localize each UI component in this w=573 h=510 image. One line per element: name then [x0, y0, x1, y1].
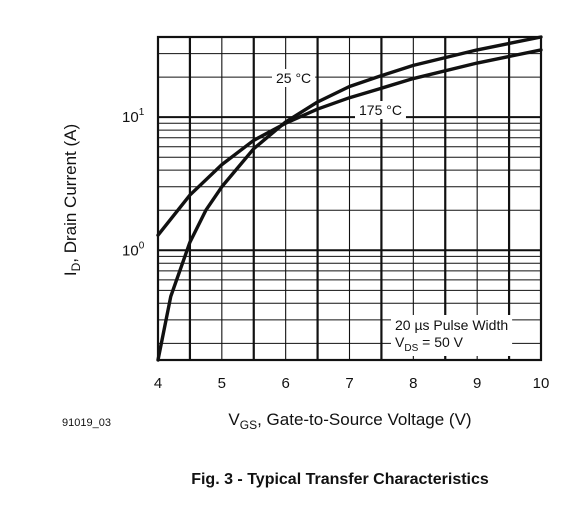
- y-axis-label-main: I: [61, 271, 80, 276]
- x-axis-label-rest: , Gate-to-Source Voltage (V): [257, 410, 472, 429]
- series-label-25c: 25 °C: [276, 70, 311, 86]
- x-tick-label: 9: [473, 375, 481, 392]
- y-axis-label: ID, Drain Current (A): [61, 124, 83, 276]
- annotation-pulse-width: 20 µs Pulse Width: [395, 317, 508, 333]
- series-label-bg-175c: [355, 101, 406, 119]
- series-label-175c: 175 °C: [359, 102, 402, 118]
- x-axis-label-main: V: [228, 410, 240, 429]
- x-tick-labels: 4 5 6 7 8 9 10: [154, 375, 550, 392]
- x-axis-label: VGS, Gate-to-Source Voltage (V): [228, 410, 471, 432]
- x-tick-label: 8: [409, 375, 417, 392]
- x-tick-label: 4: [154, 375, 162, 392]
- annotation-vds-main: V: [395, 334, 405, 350]
- annotation-vds-rest: = 50 V: [418, 334, 463, 350]
- x-tick-label: 5: [218, 375, 226, 392]
- series-line-175c: [156, 48, 543, 237]
- plot-frame: [156, 35, 543, 362]
- x-axis-label-sub: GS: [240, 418, 257, 432]
- series-layer: [156, 35, 543, 362]
- figure-caption: Fig. 3 - Typical Transfer Characteristic…: [191, 471, 489, 488]
- grid: [158, 37, 541, 360]
- annotation-vds: VDS = 50 V: [395, 334, 464, 354]
- annotation-bg: [391, 315, 513, 356]
- y-tick-exponent: 1: [139, 107, 145, 118]
- x-tick-label: 10: [533, 375, 550, 392]
- annotation-vds-sub: DS: [404, 343, 418, 354]
- y-tick-base: 10: [122, 109, 139, 126]
- series-label-bg-25c: [272, 69, 316, 87]
- y-tick-exponent: 0: [139, 240, 145, 251]
- y-axis-label-rest: , Drain Current (A): [61, 124, 80, 263]
- y-tick-base: 10: [122, 242, 139, 259]
- x-tick-label: 6: [281, 375, 289, 392]
- y-axis-label-sub: D: [69, 262, 83, 271]
- y-tick-label: 100: [122, 240, 145, 259]
- y-tick-label: 101: [122, 107, 145, 126]
- figure-id: 91019_03: [62, 417, 111, 429]
- x-tick-label: 7: [345, 375, 353, 392]
